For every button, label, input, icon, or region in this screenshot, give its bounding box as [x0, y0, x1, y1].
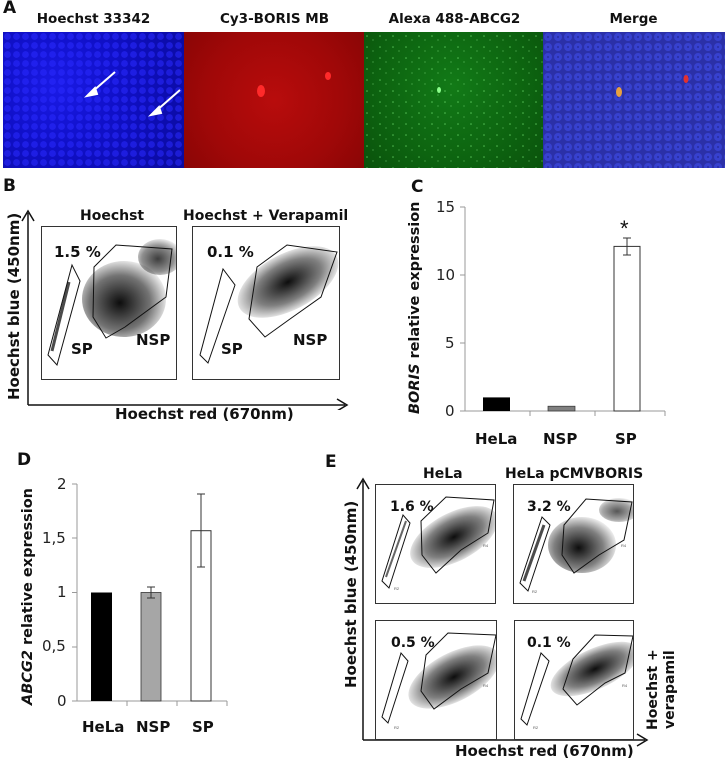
c-cat-sp: SP: [615, 430, 637, 448]
flow-plot-hela-verapamil: R2 R4 0.5 %: [375, 620, 500, 740]
svg-text:R2: R2: [394, 725, 400, 730]
panel-e-col-hela: HeLa: [423, 466, 463, 482]
sp-percent: 3.2 %: [527, 499, 571, 515]
panel-e-axes: [356, 477, 649, 747]
arrow-icon: [83, 71, 116, 98]
panel-a-title-merge: Merge: [609, 11, 658, 27]
arrow-icon: [147, 89, 181, 117]
panel-b-xlabel: Hoechst red (670nm): [115, 405, 294, 423]
panel-e-xlabel: Hoechst red (670nm): [455, 742, 634, 760]
svg-text:R2: R2: [532, 589, 538, 594]
bar-hela: [91, 592, 112, 701]
sp-gate-label: SP: [71, 340, 93, 358]
c-cat-nsp: NSP: [543, 430, 578, 448]
svg-text:R2: R2: [394, 586, 400, 591]
svg-text:R4: R4: [483, 543, 489, 548]
micrograph-cy3-boris: [184, 32, 364, 168]
c-ytick-15: 15: [436, 198, 456, 216]
svg-text:R4: R4: [622, 683, 628, 688]
flow-plot-pcmvboris-verapamil: R2 R4 0.1 %: [514, 620, 640, 740]
panel-b-label: B: [3, 176, 16, 196]
d-ytick-0: 0: [57, 692, 67, 710]
svg-text:R2: R2: [533, 725, 539, 730]
panel-c-label: C: [411, 177, 424, 197]
scatter: R2 R4: [381, 632, 500, 730]
panel-d-chart: [72, 483, 228, 706]
d-ytick-1: 1: [57, 583, 67, 601]
sp-percent: 1.6 %: [390, 499, 434, 515]
flow-plot-verapamil: 0.1 % SP NSP: [192, 226, 340, 380]
panel-b-title-hoechst: Hoechst: [80, 208, 145, 224]
scatter-hoechst: [47, 239, 182, 367]
panel-e-label: E: [325, 452, 337, 472]
panel-c-chart: [460, 206, 666, 416]
panel-e-col-pcmvboris: HeLa pCMVBORIS: [505, 466, 644, 482]
panel-d-ylabel: ABCG2 relative expression: [20, 488, 36, 705]
panel-a-title-hoechst: Hoechst 33342: [36, 11, 151, 27]
sp-gate-label: SP: [221, 340, 243, 358]
panel-a-title-cy3: Cy3-BORIS MB: [219, 11, 330, 27]
merge-texture: [543, 32, 725, 168]
panel-e-row-label: Hoechst + verapamil: [645, 649, 678, 730]
d-ytick-1-5: 1,5: [42, 529, 66, 547]
green-signal: [364, 32, 543, 168]
flow-plot-pcmvboris-hoechst: R2 R4 3.2 %: [513, 484, 639, 604]
c-ytick-0: 0: [445, 402, 455, 420]
cell-texture: [3, 32, 184, 168]
d-ytick-0-5: 0,5: [42, 637, 66, 655]
c-cat-hela: HeLa: [475, 430, 518, 448]
d-ytick-2: 2: [57, 475, 67, 493]
c-ytick-10: 10: [436, 266, 456, 284]
significance-asterisk: *: [620, 216, 629, 241]
panel-a-label: A: [3, 0, 17, 18]
bar-nsp: [140, 592, 162, 702]
panel-c-ylabel: BORIS relative expression: [407, 201, 423, 414]
bar-hela: [483, 397, 510, 411]
flow-plot-hoechst: 1.5 % SP NSP: [41, 226, 182, 380]
nsp-gate-label: NSP: [293, 331, 328, 349]
svg-text:R4: R4: [483, 683, 489, 688]
scatter: R2 R4: [519, 498, 639, 594]
panel-b-axes: [21, 209, 349, 410]
panel-b-ylabel: Hoechst blue (450nm): [5, 212, 23, 400]
bar-sp: [613, 245, 641, 412]
d-cat-hela: HeLa: [82, 718, 125, 736]
sp-percent: 0.1 %: [527, 635, 571, 651]
panel-e-ylabel: Hoechst blue (450nm): [342, 500, 360, 688]
d-cat-sp: SP: [192, 718, 214, 736]
micrograph-merge: [543, 32, 725, 168]
bar-nsp: [547, 405, 576, 412]
scatter-verapamil: [199, 244, 339, 364]
scatter: R2 R4: [381, 496, 498, 591]
sp-percent: 0.1 %: [207, 243, 254, 261]
flow-plot-hela-hoechst: R2 R4 1.6 %: [375, 484, 498, 604]
panel-d-label: D: [17, 450, 32, 470]
sp-percent: 1.5 %: [54, 243, 101, 261]
d-cat-nsp: NSP: [136, 718, 171, 736]
red-signal: [257, 72, 331, 97]
scatter: R2 R4: [520, 634, 640, 730]
micrograph-hoechst: [3, 32, 184, 168]
panel-a-title-alexa: Alexa 488-ABCG2: [388, 11, 521, 27]
nsp-gate-label: NSP: [136, 331, 171, 349]
c-ytick-5: 5: [445, 334, 455, 352]
svg-text:R4: R4: [621, 543, 627, 548]
sp-percent: 0.5 %: [391, 635, 435, 651]
panel-b-title-verapamil: Hoechst + Verapamil: [183, 208, 349, 224]
micrograph-alexa-abcg2: [364, 32, 543, 168]
